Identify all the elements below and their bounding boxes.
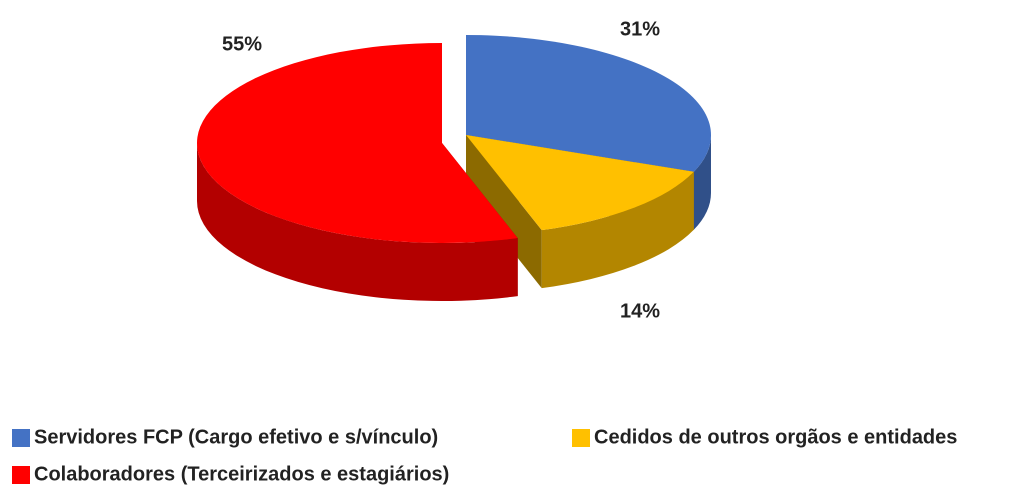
legend-swatch [12,466,30,484]
data-label: 14% [620,300,660,322]
data-label: 31% [620,18,660,40]
pie-slice [466,135,694,289]
slice-wall [466,135,542,289]
legend-label: Cedidos de outros orgãos e entidades [594,426,957,448]
legend-label: Servidores FCP (Cargo efetivo e s/víncul… [34,426,438,448]
slice-side [541,171,694,289]
legend-label: Colaboradores (Terceirizados e estagiári… [34,463,449,485]
slice-top [197,43,518,244]
slice-side [197,143,518,301]
data-label: 55% [222,33,262,55]
slice-side [693,135,711,230]
legend-swatch [12,429,30,447]
legend-swatch [572,429,590,447]
pie-slice [197,43,518,301]
slice-top [466,35,711,172]
slice-top [466,135,694,231]
